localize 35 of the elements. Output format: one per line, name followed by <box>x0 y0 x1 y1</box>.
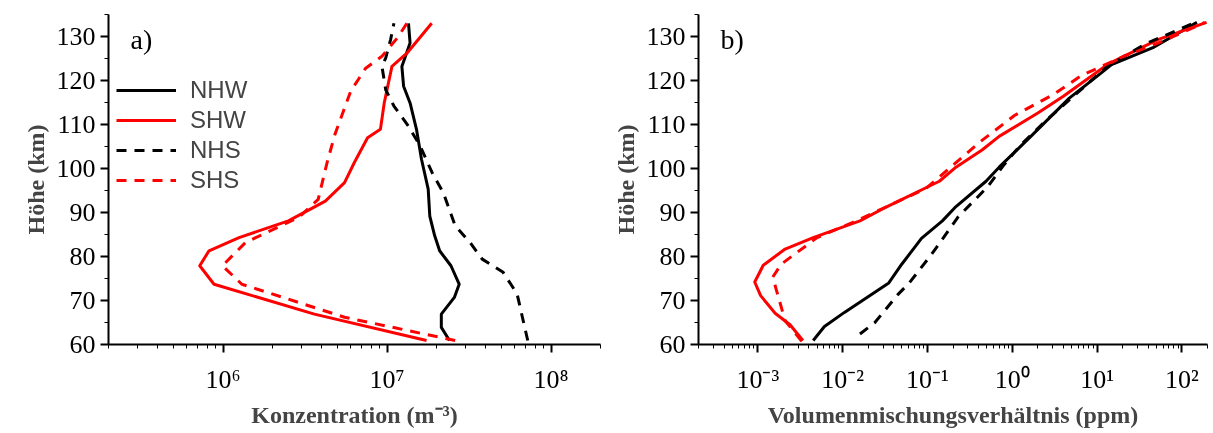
y-tick-label: 100 <box>646 154 686 183</box>
annotation: a) <box>130 23 153 55</box>
y-tick-label: 70 <box>69 286 96 315</box>
x-tick-label: 10⁷ <box>369 364 405 394</box>
legend-label: SHW <box>190 106 246 134</box>
y-axis-title: Höhe (km) <box>612 124 639 235</box>
y-tick-label: 130 <box>646 22 686 51</box>
y-tick-label: 110 <box>647 110 686 139</box>
x-axis-title: Volumenmischungsverhältnis (ppm) <box>767 401 1139 428</box>
y-tick-label: 80 <box>659 242 686 271</box>
y-tick-label: 110 <box>57 110 96 139</box>
x-tick-label: 10¹ <box>1080 364 1115 394</box>
y-tick-label: 70 <box>659 286 686 315</box>
x-tick-label: 10⁻¹ <box>906 364 949 394</box>
legend-label: NHS <box>190 136 241 164</box>
y-axis-title: Höhe (km) <box>22 124 49 235</box>
annotation: b) <box>720 23 744 55</box>
y-tick-label: 100 <box>56 154 96 183</box>
x-tick-label: 10⁶ <box>205 364 241 394</box>
x-tick-label: 10² <box>1165 364 1200 394</box>
legend-label: SHS <box>190 166 240 194</box>
y-tick-label: 90 <box>659 198 686 227</box>
y-tick-label: 120 <box>56 66 96 95</box>
y-tick-label: 130 <box>56 22 96 51</box>
legend-label: NHW <box>190 76 248 104</box>
y-tick-label: 80 <box>69 242 96 271</box>
x-tick-label: 10⁰ <box>994 364 1030 394</box>
x-axis-title: Konzentration (m⁻³) <box>251 401 458 428</box>
x-tick-label: 10⁻³ <box>736 364 780 394</box>
y-tick-label: 120 <box>646 66 686 95</box>
x-tick-label: 10⁻² <box>821 364 865 394</box>
x-tick-label: 10⁸ <box>533 364 569 394</box>
y-tick-label: 60 <box>659 330 686 359</box>
y-tick-label: 90 <box>69 198 96 227</box>
y-tick-label: 60 <box>69 330 96 359</box>
